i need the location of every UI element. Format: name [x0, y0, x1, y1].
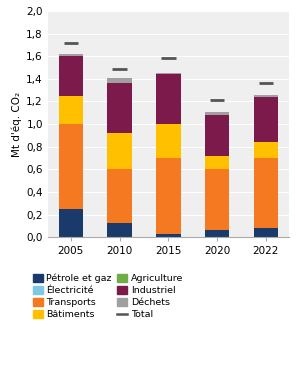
Bar	[156, 74, 181, 124]
Bar	[254, 228, 278, 237]
Bar	[107, 169, 132, 223]
Bar	[107, 83, 132, 133]
Bar	[156, 234, 181, 237]
Bar	[59, 209, 83, 237]
Bar	[59, 124, 83, 209]
Y-axis label: Mt d'éq. CO₂: Mt d'éq. CO₂	[12, 92, 22, 157]
Bar	[254, 158, 278, 228]
Bar	[254, 95, 278, 97]
Bar	[254, 142, 278, 158]
Bar	[205, 156, 229, 169]
Bar	[205, 230, 229, 237]
Bar	[59, 96, 83, 124]
Bar	[156, 73, 181, 74]
Bar	[205, 115, 229, 156]
Bar	[59, 56, 83, 96]
Bar	[205, 112, 229, 115]
Bar	[107, 223, 132, 237]
Bar	[59, 54, 83, 56]
Bar	[156, 158, 181, 234]
Bar	[107, 133, 132, 169]
Bar	[107, 78, 132, 83]
Legend: Pétrole et gaz, Électricité, Transports, Bâtiments, Agriculture, Industriel, Déc: Pétrole et gaz, Électricité, Transports,…	[33, 274, 183, 319]
Bar	[156, 124, 181, 158]
Bar	[205, 169, 229, 230]
Bar	[254, 97, 278, 142]
